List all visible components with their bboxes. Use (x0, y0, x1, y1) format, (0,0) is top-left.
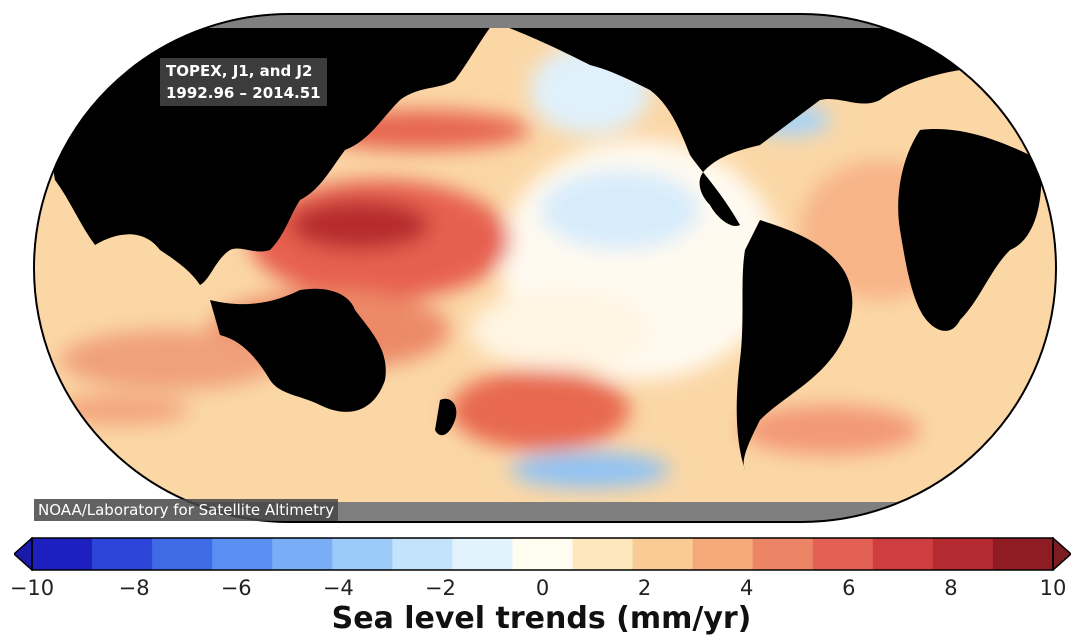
colorbar-tick-label: 6 (842, 576, 856, 600)
colorbar-tick-label: −4 (322, 576, 354, 600)
colorbar-tick-label: 2 (637, 576, 652, 600)
globe-outline (33, 13, 1057, 523)
colorbar-segment (272, 538, 333, 570)
colorbar-segment (332, 538, 393, 570)
colorbar-segment (92, 538, 153, 570)
dataset-label-period: 1992.96 – 2014.51 (166, 84, 321, 102)
colorbar-segment (32, 538, 93, 570)
colorbar-segment (212, 538, 273, 570)
colorbar-segment (932, 538, 994, 570)
dataset-label: TOPEX, J1, and J2 1992.96 – 2014.51 (160, 58, 327, 106)
colorbar-tick-label: −6 (220, 576, 252, 600)
colorbar-tick-label: −8 (118, 576, 150, 600)
colorbar-tick-label: −10 (9, 576, 55, 600)
colorbar-title: Sea level trends (mm/yr) (331, 601, 752, 636)
colorbar-segment (692, 538, 754, 570)
colorbar-tick-label: 0 (535, 576, 550, 600)
colorbar-segment (572, 538, 634, 570)
colorbar (14, 537, 1071, 571)
dataset-label-missions: TOPEX, J1, and J2 (166, 62, 313, 80)
colorbar-segment (752, 538, 814, 570)
colorbar-segment (392, 538, 453, 570)
colorbar-segment (512, 538, 574, 570)
colorbar-segment (872, 538, 934, 570)
colorbar-under-triangle (14, 537, 33, 571)
colorbar-segment (452, 538, 513, 570)
colorbar-segment (632, 538, 694, 570)
colorbar-segment (152, 538, 213, 570)
colorbar-tick-label: 4 (740, 576, 754, 600)
colorbar-segment (812, 538, 874, 570)
north-polar-cap (34, 14, 1056, 28)
sea-level-map: TOPEX, J1, and J2 1992.96 – 2014.51 NOAA… (33, 13, 1057, 523)
colorbar-segment (992, 538, 1054, 570)
colorbar-outline (31, 537, 1054, 571)
credit-label: NOAA/Laboratory for Satellite Altimetry (34, 499, 339, 521)
colorbar-tick-label: 10 (1039, 576, 1067, 600)
colorbar-over-triangle (1052, 537, 1071, 571)
colorbar-tick-label: 8 (944, 576, 958, 600)
colorbar-tick-label: −2 (424, 576, 456, 600)
colorbar-segments (32, 538, 1054, 570)
